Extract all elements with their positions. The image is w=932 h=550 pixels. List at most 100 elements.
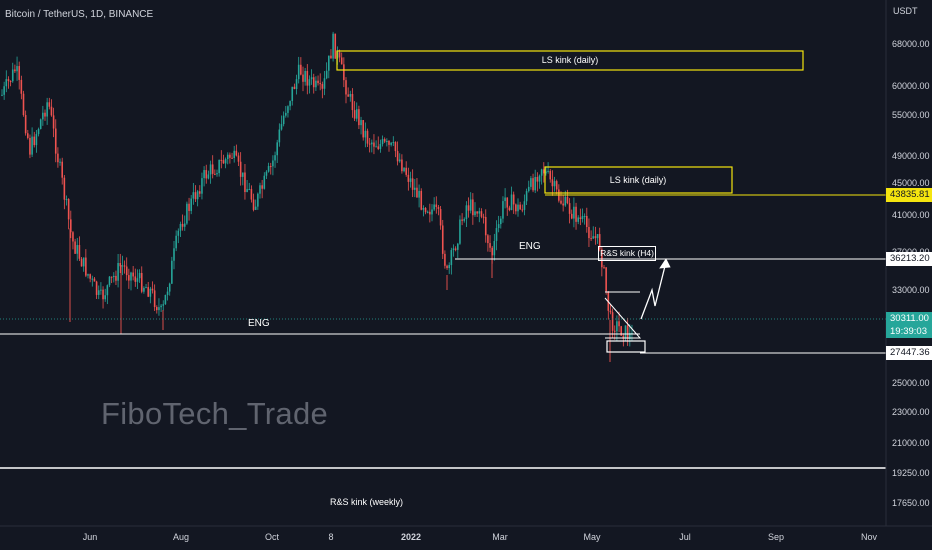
- candle-body: [549, 170, 552, 180]
- candle-body: [431, 209, 433, 215]
- candle-body: [196, 191, 199, 200]
- candle-body: [7, 79, 10, 81]
- price-axis-label: 21000.00: [892, 438, 930, 448]
- candle-body: [130, 272, 132, 281]
- candle-body: [291, 86, 294, 102]
- candle-body: [87, 274, 89, 276]
- projection-path[interactable]: [640, 261, 667, 320]
- candle-body: [61, 161, 63, 178]
- candle-body: [323, 78, 326, 89]
- projection-arrow-head[interactable]: [659, 258, 671, 269]
- price-axis-label: 19250.00: [892, 468, 930, 478]
- candle-body: [173, 248, 175, 261]
- candle-body: [560, 200, 562, 204]
- candle-body: [497, 224, 500, 229]
- candle-body: [383, 139, 386, 142]
- candle-body: [381, 139, 384, 145]
- candle-body: [603, 267, 605, 269]
- bar-countdown: 19:39:03: [890, 326, 927, 337]
- low-level-price-tag: 27447.36: [886, 346, 932, 360]
- candle-body: [297, 64, 300, 80]
- candle-body: [181, 223, 184, 227]
- candle-body: [500, 218, 502, 225]
- candle-body: [226, 154, 229, 160]
- ls-kink-daily-top-zone[interactable]: [336, 50, 804, 71]
- candle-body: [39, 119, 42, 130]
- candle-body: [469, 199, 472, 211]
- candle-body: [371, 142, 373, 145]
- rs-kink-weekly-label: R&S kink (weekly): [330, 497, 404, 507]
- falling-wedge[interactable]: [604, 297, 642, 339]
- candle-body: [29, 137, 31, 155]
- candle-body: [134, 276, 137, 282]
- candle-body: [74, 241, 76, 254]
- candle-body: [272, 160, 274, 167]
- candle-body: [164, 294, 167, 305]
- candle-body: [104, 295, 106, 300]
- candle-body: [300, 64, 302, 75]
- candle-body: [190, 198, 192, 211]
- eng-left-label: ENG: [248, 318, 270, 329]
- candle-body: [437, 206, 440, 210]
- candle-body: [620, 326, 622, 336]
- candle-body: [27, 133, 29, 138]
- ls-kink-daily-mid-zone[interactable]: [544, 166, 733, 194]
- low-zone-box[interactable]: [606, 340, 646, 353]
- price-axis-label: 33000.00: [892, 285, 930, 295]
- candle-body: [409, 178, 412, 182]
- candle-body: [237, 155, 240, 162]
- candle-body: [611, 312, 614, 331]
- time-axis-label: Jul: [679, 532, 691, 542]
- candle-body: [93, 278, 96, 282]
- candle-body: [512, 194, 515, 205]
- current-price-value: 30311.00: [890, 313, 929, 324]
- candle-body: [125, 266, 128, 276]
- current-price-tag: 30311.00 19:39:03: [886, 312, 932, 338]
- candle-body: [18, 66, 20, 80]
- candle-body: [579, 217, 582, 220]
- candle-body: [446, 265, 448, 269]
- candle-body: [624, 325, 627, 339]
- candle-body: [209, 164, 212, 175]
- candle-body: [530, 178, 532, 187]
- candle-body: [543, 169, 545, 174]
- candle-body: [592, 236, 595, 239]
- candle-body: [555, 181, 558, 190]
- candle-body: [386, 140, 388, 142]
- candle-body: [334, 33, 337, 59]
- candle-body: [263, 175, 266, 189]
- candle-body: [394, 142, 397, 152]
- candle-body: [199, 191, 201, 194]
- candle-body: [11, 69, 14, 82]
- candle-body: [205, 170, 208, 179]
- symbol-title[interactable]: Bitcoin / TetherUS, 1D, BINANCE: [5, 9, 154, 20]
- price-axis-label: 45000.00: [892, 178, 930, 188]
- candle-body: [267, 166, 270, 172]
- candle-body: [416, 187, 418, 198]
- candle-body: [390, 142, 392, 145]
- candle-body: [457, 243, 459, 250]
- candle-body: [63, 177, 66, 200]
- candle-body: [618, 321, 620, 327]
- candle-body: [110, 276, 113, 278]
- candle-body: [564, 196, 567, 206]
- time-axis-label: Jun: [82, 532, 98, 542]
- candle-body: [452, 248, 455, 251]
- candle-body: [37, 129, 40, 135]
- candle-body: [590, 238, 592, 240]
- candle-body: [433, 204, 435, 210]
- candle-body: [158, 307, 160, 311]
- candle-body: [265, 171, 268, 176]
- candle-body: [426, 211, 429, 213]
- candle-body: [287, 106, 289, 113]
- candle-body: [143, 287, 145, 292]
- candle-body: [192, 192, 195, 199]
- candle-body: [422, 207, 425, 210]
- candle-body: [108, 276, 111, 286]
- time-axis-label: Nov: [860, 532, 878, 542]
- drawings-layer: [0, 0, 932, 527]
- price-axis-label: 17650.00: [892, 498, 930, 508]
- candle-body: [424, 207, 427, 213]
- candle-body: [478, 211, 481, 214]
